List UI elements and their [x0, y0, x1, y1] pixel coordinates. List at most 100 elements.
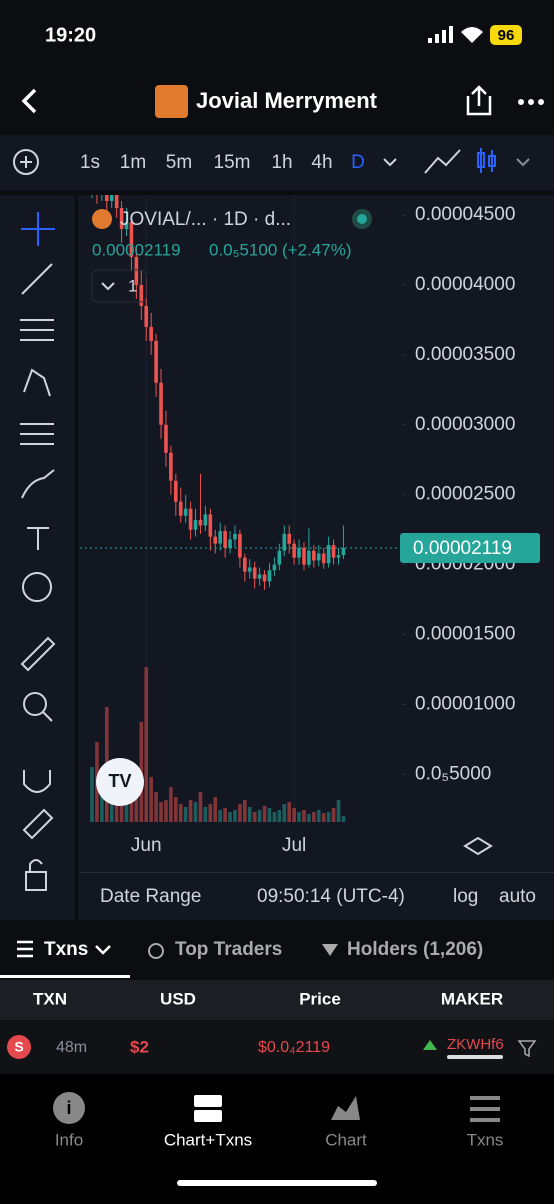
tradingview-logo — [96, 758, 144, 806]
interval[interactable]: 5m — [166, 152, 192, 173]
candle-body — [312, 550, 316, 561]
tab[interactable]: Holders (1,206) — [347, 939, 483, 960]
nav-label[interactable]: Txns — [467, 1130, 504, 1149]
battery — [490, 25, 522, 45]
volume-bar — [238, 804, 242, 822]
interval[interactable]: 4h — [311, 152, 332, 173]
settings-button[interactable] — [463, 836, 493, 856]
interval[interactable]: D — [351, 152, 365, 173]
signal-icon — [428, 26, 453, 43]
share-button[interactable] — [466, 85, 492, 116]
candle-body — [297, 547, 301, 558]
candle-body — [247, 567, 252, 572]
nav-label[interactable]: Info — [55, 1130, 83, 1149]
indicator-chevron — [101, 282, 115, 291]
maker[interactable]: ZKWHf6 — [447, 1036, 504, 1053]
page-title: Jovial Merryment — [196, 88, 378, 113]
candle-body — [282, 533, 287, 551]
volume-bar — [331, 808, 336, 822]
txns-icon — [17, 940, 33, 958]
y-tick-label: 0.0₅5000 — [415, 763, 491, 784]
side-badge — [7, 1035, 31, 1059]
volume-bar — [208, 804, 213, 822]
back-button[interactable] — [21, 88, 37, 114]
candle-body — [104, 195, 109, 202]
row-filter[interactable] — [517, 1040, 537, 1058]
trophy-icon — [148, 943, 164, 959]
nav-label[interactable]: Chart — [325, 1130, 367, 1149]
y-tick-label: 0.00004000 — [415, 274, 515, 295]
column-header: USD — [160, 989, 196, 1008]
candle-body — [321, 553, 326, 564]
log-toggle[interactable]: log — [453, 886, 478, 907]
symbol-icon — [92, 209, 112, 229]
volume-bar — [159, 802, 163, 822]
volume-bar — [144, 667, 149, 822]
candle-body — [307, 550, 311, 565]
volume-bar — [213, 797, 218, 822]
tab-bar — [0, 920, 554, 978]
y-tick-label: 0.00004500 — [415, 204, 515, 225]
info-icon — [53, 1092, 85, 1124]
time-zone[interactable]: 09:50:14 (UTC-4) — [257, 886, 405, 907]
txns-nav-icon — [470, 1096, 500, 1122]
y-tick-label: 0.00001500 — [415, 624, 515, 645]
interval-menu[interactable] — [383, 158, 397, 167]
candle-body — [252, 567, 257, 579]
last-price-label: 0.00002119 — [413, 538, 512, 559]
interval[interactable]: 1h — [271, 152, 292, 173]
style-menu[interactable] — [516, 158, 530, 167]
volume-bar — [326, 812, 331, 822]
volume-bar — [336, 800, 341, 822]
volume-bar — [164, 800, 168, 822]
indicator-toggle[interactable] — [91, 269, 147, 303]
candle-body — [277, 550, 282, 565]
volume-bar — [100, 782, 104, 822]
chart-style-candles[interactable] — [477, 148, 496, 173]
tab[interactable]: Txns — [44, 939, 88, 960]
volume-bar — [203, 807, 208, 822]
chart-style-line[interactable] — [424, 149, 461, 174]
change-line: 0.0₅5100 (+2.47%) — [209, 240, 351, 259]
tab[interactable]: Top Traders — [175, 939, 282, 960]
volume-bar — [129, 797, 134, 822]
candle-body — [272, 564, 277, 571]
column-header: Price — [299, 989, 341, 1008]
table-header — [0, 980, 554, 1020]
candle-body — [267, 570, 272, 582]
auto-toggle[interactable]: auto — [499, 886, 536, 907]
nav-label[interactable]: Chart+Txns — [164, 1130, 252, 1149]
volume-bar — [243, 800, 247, 822]
x-tick-label: Jul — [282, 835, 306, 856]
candle-body — [169, 452, 173, 481]
candle-body — [154, 340, 158, 383]
volume-bar — [297, 812, 301, 822]
table-row — [0, 1021, 554, 1073]
date-range[interactable]: Date Range — [100, 886, 201, 907]
maker-icon — [423, 1040, 437, 1050]
interval[interactable]: 15m — [214, 152, 251, 173]
divider — [80, 872, 554, 873]
candle-body — [262, 574, 267, 582]
candle-body — [208, 514, 213, 537]
interval[interactable]: 1s — [80, 152, 100, 173]
volume-bar — [223, 808, 227, 822]
more-button[interactable] — [518, 99, 544, 105]
volume-bar — [134, 792, 139, 822]
volume-bar — [292, 808, 296, 822]
volume-bar — [321, 813, 326, 822]
candle-body — [198, 519, 203, 526]
candle-body — [341, 548, 346, 556]
interval[interactable]: 1m — [120, 152, 146, 173]
candle-body — [336, 555, 341, 558]
candle-body — [109, 195, 114, 202]
candle-body — [257, 574, 262, 579]
usd: $2 — [130, 1037, 149, 1056]
candle-body — [218, 531, 222, 544]
drawing-tools[interactable] — [20, 212, 56, 891]
volume-bar — [90, 767, 94, 822]
nav-bar — [0, 1074, 554, 1199]
diamond-icon — [322, 944, 338, 956]
candle-body — [134, 256, 139, 285]
add-button[interactable] — [13, 149, 39, 175]
